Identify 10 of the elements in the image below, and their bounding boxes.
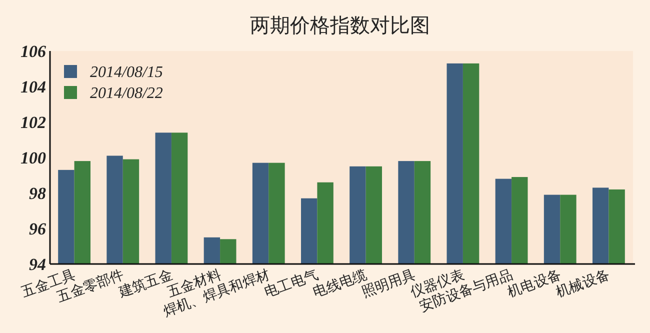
y-tick-label: 96 [29, 220, 46, 238]
y-tick-label: 104 [20, 78, 46, 96]
legend-label: 2014/08/22 [90, 85, 163, 102]
y-tick-label: 100 [20, 148, 46, 168]
y-tick-label: 102 [20, 113, 46, 132]
y-tick-label: 94 [29, 255, 46, 274]
y-tick-label: 106 [20, 42, 46, 61]
chart-title: 两期价格指数对比图 [250, 13, 430, 37]
legend-label: 2014/08/15 [90, 64, 163, 81]
y-tick-label: 98 [29, 184, 46, 203]
